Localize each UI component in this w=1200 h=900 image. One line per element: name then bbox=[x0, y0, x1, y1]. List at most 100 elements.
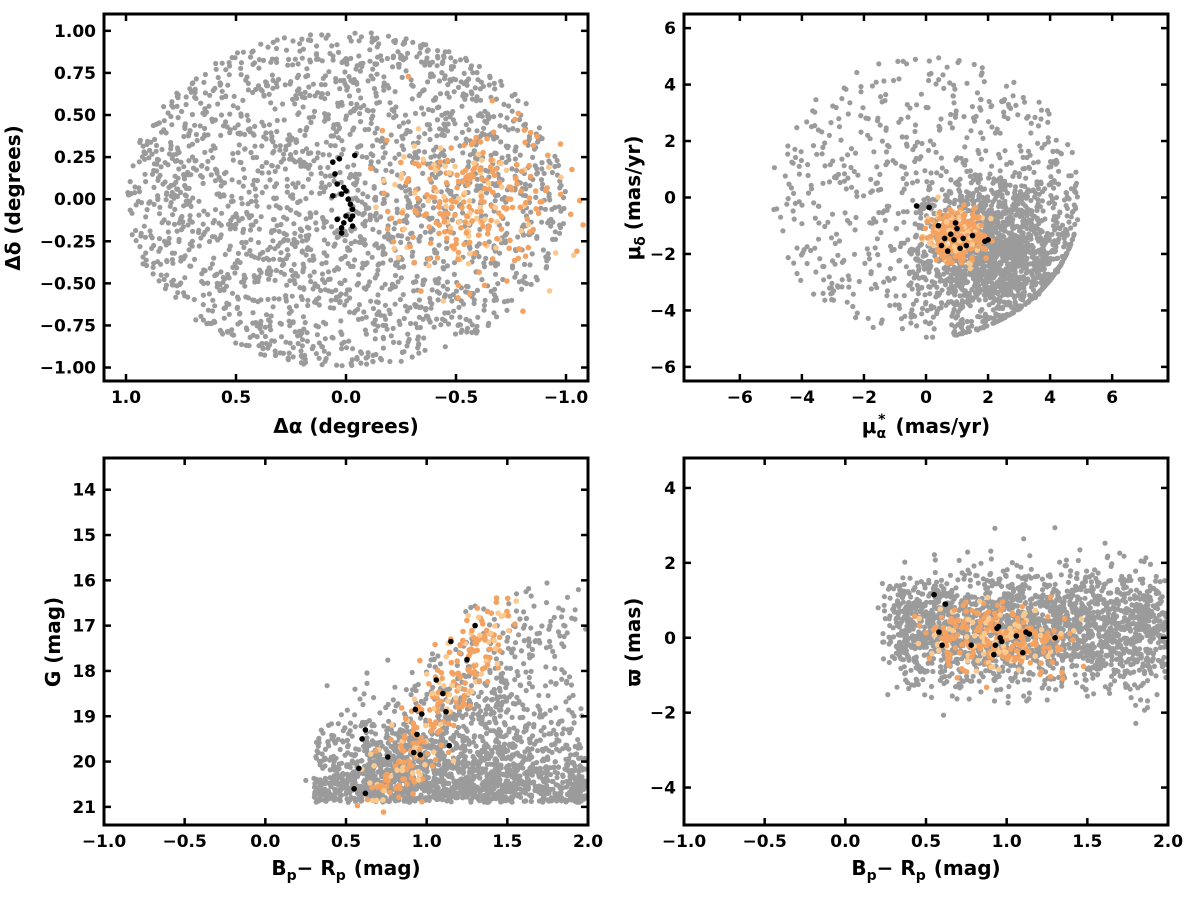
field-star-point bbox=[900, 175, 906, 182]
field-star-point bbox=[310, 81, 316, 87]
field-star-point bbox=[248, 198, 254, 204]
field-star-point bbox=[1003, 182, 1009, 188]
field-star-point bbox=[146, 155, 152, 161]
field-star-point bbox=[371, 86, 377, 92]
field-star-point bbox=[442, 49, 448, 55]
field-star-point bbox=[312, 93, 318, 99]
field-star-point bbox=[330, 57, 336, 63]
field-star-point bbox=[523, 101, 529, 107]
field-star-point bbox=[474, 176, 480, 182]
field-star-point bbox=[1069, 149, 1075, 156]
field-star-point bbox=[959, 193, 965, 199]
field-star-point bbox=[495, 281, 501, 287]
field-star-point bbox=[313, 351, 319, 357]
field-star-point bbox=[356, 171, 362, 177]
field-star-point bbox=[1062, 240, 1068, 246]
candidate-member-point bbox=[511, 257, 518, 264]
field-star-point bbox=[446, 189, 452, 195]
field-star-point bbox=[328, 133, 334, 139]
candidate-member-point bbox=[481, 199, 487, 205]
field-star-point bbox=[413, 203, 419, 209]
candidate-member-point bbox=[476, 269, 482, 276]
field-star-point bbox=[1011, 225, 1017, 231]
field-star-point bbox=[322, 118, 328, 124]
field-star-point bbox=[977, 308, 984, 314]
field-star-point bbox=[287, 152, 294, 158]
field-star-point bbox=[982, 288, 988, 294]
field-star-point bbox=[250, 182, 256, 188]
field-star-point bbox=[196, 243, 202, 249]
field-star-point bbox=[420, 277, 426, 283]
field-star-point bbox=[910, 301, 917, 307]
candidate-member-point bbox=[557, 141, 564, 147]
candidate-member-point bbox=[385, 208, 391, 215]
field-star-point bbox=[142, 234, 148, 240]
candidate-member-point bbox=[494, 235, 500, 242]
field-star-point bbox=[880, 210, 886, 216]
field-star-point bbox=[978, 270, 985, 276]
field-star-point bbox=[460, 91, 466, 97]
field-star-point bbox=[160, 181, 166, 187]
field-star-point bbox=[997, 168, 1003, 174]
field-star-point bbox=[218, 269, 224, 275]
candidate-member-point bbox=[384, 137, 390, 144]
candidate-member-point bbox=[471, 250, 478, 257]
field-star-point bbox=[974, 266, 980, 272]
field-star-point bbox=[904, 102, 910, 108]
field-star-point bbox=[1072, 183, 1079, 189]
field-star-point bbox=[343, 113, 349, 119]
candidate-member-point bbox=[432, 167, 439, 174]
field-star-point bbox=[253, 198, 259, 204]
field-star-point bbox=[796, 163, 802, 169]
field-star-point bbox=[868, 176, 874, 182]
field-star-point bbox=[549, 169, 556, 176]
field-star-point bbox=[452, 121, 458, 127]
field-star-point bbox=[283, 339, 289, 345]
field-star-point bbox=[208, 172, 214, 178]
field-star-point bbox=[268, 130, 274, 136]
candidate-member-point bbox=[426, 224, 433, 230]
field-star-point bbox=[482, 118, 488, 124]
field-star-point bbox=[297, 48, 303, 54]
field-star-point bbox=[232, 261, 238, 267]
candidate-member-point bbox=[482, 240, 488, 247]
candidate-member-point bbox=[431, 194, 438, 201]
field-star-point bbox=[212, 145, 218, 151]
field-star-point bbox=[395, 279, 401, 285]
candidate-member-point bbox=[453, 241, 459, 247]
field-star-point bbox=[439, 316, 446, 322]
field-star-point bbox=[175, 115, 181, 121]
candidate-member-point bbox=[943, 219, 950, 225]
field-star-point bbox=[813, 97, 819, 103]
x-tick-label: 0.5 bbox=[221, 388, 251, 408]
field-star-point bbox=[240, 49, 246, 55]
field-star-point bbox=[238, 113, 244, 119]
field-star-point bbox=[244, 74, 250, 80]
field-star-point bbox=[157, 172, 163, 178]
field-star-point bbox=[251, 273, 257, 279]
field-star-point bbox=[395, 232, 401, 239]
field-star-point bbox=[439, 131, 445, 137]
field-star-point bbox=[865, 315, 871, 321]
field-star-point bbox=[221, 305, 227, 311]
field-star-point bbox=[267, 319, 273, 325]
field-star-point bbox=[453, 288, 460, 294]
field-star-point bbox=[326, 351, 332, 357]
candidate-member-point bbox=[512, 175, 519, 182]
field-star-point bbox=[876, 61, 882, 67]
field-star-point bbox=[828, 235, 835, 241]
field-star-point bbox=[522, 181, 529, 187]
field-star-point bbox=[916, 275, 922, 281]
field-star-point bbox=[235, 105, 241, 111]
field-star-point bbox=[277, 320, 283, 326]
field-star-point bbox=[360, 221, 366, 227]
field-star-point bbox=[225, 203, 231, 209]
field-star-point bbox=[365, 250, 371, 256]
field-star-point bbox=[326, 288, 332, 294]
field-star-point bbox=[418, 59, 425, 65]
field-star-point bbox=[272, 168, 278, 174]
field-star-point bbox=[792, 146, 798, 152]
field-star-point bbox=[271, 148, 277, 154]
bright-member-point bbox=[338, 225, 345, 231]
field-star-point bbox=[390, 53, 397, 59]
